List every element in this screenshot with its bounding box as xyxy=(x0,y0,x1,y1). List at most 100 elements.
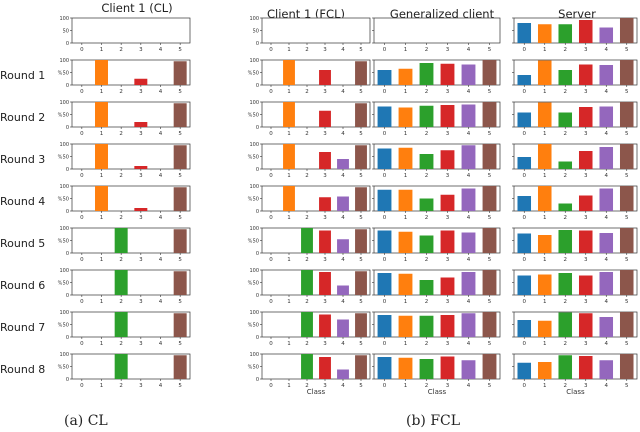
bar-class-5 xyxy=(173,355,187,379)
bar-class-3 xyxy=(134,122,148,127)
x-tick-label: 3 xyxy=(139,341,143,347)
x-tick-label: 1 xyxy=(543,383,547,389)
panel-frame xyxy=(373,59,501,86)
x-tick-label: 5 xyxy=(178,257,182,263)
y-axis-label: % xyxy=(248,323,253,329)
x-tick-label: 5 xyxy=(488,47,492,53)
x-tick-label: 4 xyxy=(341,215,345,221)
panel-frame xyxy=(71,269,191,296)
x-tick-label: 3 xyxy=(446,131,450,137)
y-tick-label: 0 xyxy=(256,83,259,89)
y-tick-label: 0 xyxy=(256,41,259,47)
bar-class-3 xyxy=(578,275,593,295)
y-tick-label: 50 xyxy=(253,281,259,287)
bar-class-3 xyxy=(440,150,455,169)
bar-class-5 xyxy=(355,271,367,295)
x-tick-label: 3 xyxy=(139,257,143,263)
x-tick-label: 3 xyxy=(446,215,450,221)
x-tick-label: 3 xyxy=(139,89,143,95)
bar-class-3 xyxy=(134,166,148,169)
bar-class-5 xyxy=(173,229,187,253)
x-tick-label: 5 xyxy=(625,257,629,263)
x-tick-label: 3 xyxy=(323,47,327,53)
x-tick-label: 1 xyxy=(287,131,291,137)
bar-class-5 xyxy=(619,354,634,379)
bar-class-2 xyxy=(114,354,128,379)
bar-class-4 xyxy=(461,272,476,295)
x-tick-label: 5 xyxy=(178,131,182,137)
x-tick-label: 0 xyxy=(269,89,273,95)
x-tick-label: 5 xyxy=(488,257,492,263)
y-tick-label: 50 xyxy=(63,239,69,245)
bar-class-3 xyxy=(578,356,593,379)
y-tick-label: 0 xyxy=(256,377,259,383)
panel-frame xyxy=(373,17,501,44)
bar-class-1 xyxy=(283,144,295,169)
bar-class-1 xyxy=(537,235,552,253)
x-tick-label: 1 xyxy=(100,341,104,347)
x-tick-label: 4 xyxy=(159,215,163,221)
x-tick-label: 3 xyxy=(446,47,450,53)
x-tick-label: 4 xyxy=(467,257,471,263)
bar-class-3 xyxy=(440,356,455,379)
panel-frame xyxy=(261,17,371,44)
x-tick-label: 2 xyxy=(425,299,429,305)
y-tick-label: 100 xyxy=(249,310,259,316)
y-tick-label: 50 xyxy=(63,155,69,161)
y-axis-label: % xyxy=(58,155,63,161)
x-tick-label: 1 xyxy=(287,341,291,347)
x-tick-label: 5 xyxy=(359,173,363,179)
panel-frame xyxy=(71,311,191,338)
x-tick-label: 2 xyxy=(305,383,309,389)
x-axis-label: Class xyxy=(307,388,326,396)
panel-frame xyxy=(71,353,191,380)
x-tick-label: 1 xyxy=(543,299,547,305)
x-tick-label: 3 xyxy=(584,341,588,347)
y-tick-label: 100 xyxy=(59,58,69,64)
x-tick-label: 1 xyxy=(543,341,547,347)
bar-class-2 xyxy=(114,228,128,253)
bar-class-4 xyxy=(599,147,614,169)
x-tick-label: 0 xyxy=(80,383,84,389)
x-tick-label: 5 xyxy=(488,341,492,347)
x-tick-label: 2 xyxy=(119,215,123,221)
bar-class-5 xyxy=(355,355,367,379)
x-tick-label: 2 xyxy=(564,257,568,263)
bar-class-4 xyxy=(599,27,614,43)
x-tick-label: 1 xyxy=(543,131,547,137)
x-tick-label: 3 xyxy=(139,299,143,305)
y-tick-label: 50 xyxy=(253,365,259,371)
x-tick-label: 5 xyxy=(625,299,629,305)
bar-class-5 xyxy=(355,187,367,211)
x-tick-label: 5 xyxy=(625,215,629,221)
x-tick-label: 2 xyxy=(119,89,123,95)
x-tick-label: 4 xyxy=(341,89,345,95)
bar-class-2 xyxy=(114,270,128,295)
y-tick-label: 50 xyxy=(63,323,69,329)
bar-class-5 xyxy=(173,187,187,211)
x-tick-label: 0 xyxy=(383,215,387,221)
x-tick-label: 5 xyxy=(178,47,182,53)
x-tick-label: 2 xyxy=(119,131,123,137)
y-axis-label: % xyxy=(58,71,63,77)
bar-class-2 xyxy=(558,112,573,127)
panel-frame xyxy=(71,17,191,44)
bar-class-3 xyxy=(319,152,331,169)
x-tick-label: 1 xyxy=(287,299,291,305)
x-tick-label: 0 xyxy=(523,341,527,347)
bar-class-0 xyxy=(517,233,532,253)
bar-class-5 xyxy=(619,144,634,169)
x-tick-label: 2 xyxy=(425,341,429,347)
y-tick-label: 0 xyxy=(66,167,69,173)
x-tick-label: 3 xyxy=(446,257,450,263)
x-tick-label: 5 xyxy=(359,383,363,389)
panel-frame xyxy=(513,17,638,44)
x-tick-label: 3 xyxy=(584,383,588,389)
x-tick-label: 0 xyxy=(523,47,527,53)
bar-class-1 xyxy=(398,68,413,85)
bar-class-5 xyxy=(482,228,497,253)
y-tick-label: 0 xyxy=(66,335,69,341)
bar-class-2 xyxy=(558,70,573,85)
bar-class-3 xyxy=(134,208,148,211)
y-tick-label: 0 xyxy=(66,293,69,299)
